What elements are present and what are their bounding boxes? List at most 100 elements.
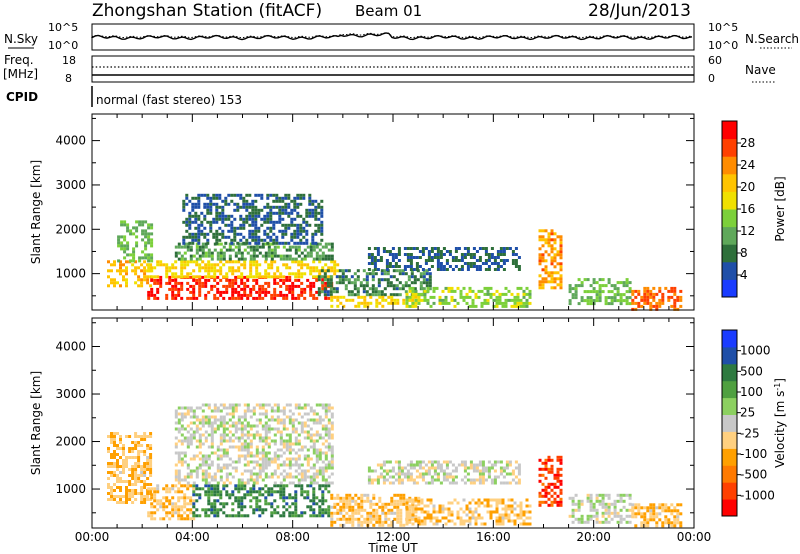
data-cell [652, 506, 656, 510]
data-cell [294, 278, 298, 282]
colorbar-label: Velocity [m s-1] [773, 378, 788, 468]
data-cell [210, 263, 214, 267]
data-cell [420, 292, 424, 296]
data-cell [159, 263, 163, 267]
data-cell [261, 287, 265, 291]
data-cell [601, 514, 605, 518]
data-cell [559, 467, 563, 471]
data-cell [312, 269, 316, 273]
x-tick-label: 00:00 [75, 530, 110, 544]
data-cell [595, 517, 599, 521]
data-cell [631, 298, 635, 302]
data-cell [436, 475, 440, 479]
data-cell [384, 514, 388, 518]
data-cell [297, 454, 301, 458]
data-cell [525, 504, 529, 508]
data-cell [143, 432, 147, 435]
data-cell [231, 260, 235, 264]
data-cell [475, 478, 479, 482]
data-cell [186, 508, 190, 512]
data-cell [201, 415, 205, 419]
data-cell [411, 301, 415, 305]
data-cell [559, 280, 563, 284]
data-cell [412, 463, 416, 467]
data-cell [320, 290, 324, 294]
data-cell [267, 436, 271, 440]
data-cell [469, 463, 473, 467]
data-cell [661, 298, 665, 302]
data-cell [267, 451, 271, 455]
data-cell [357, 505, 361, 509]
data-cell [413, 278, 417, 282]
data-cell [489, 498, 493, 502]
data-cell [432, 516, 436, 520]
data-cell [466, 253, 470, 256]
data-cell [249, 487, 253, 491]
data-cell [351, 508, 355, 512]
data-cell [177, 511, 181, 515]
data-cell [637, 292, 641, 296]
data-cell [442, 247, 446, 250]
data-cell [294, 511, 298, 515]
data-cell [258, 451, 262, 455]
data-cell [309, 266, 313, 270]
data-cell [342, 502, 346, 506]
data-cell [547, 455, 551, 459]
data-cell [478, 463, 482, 467]
data-cell [411, 298, 415, 302]
data-cell [339, 295, 343, 299]
data-cell [517, 265, 521, 268]
data-cell [306, 418, 310, 422]
data-cell [285, 284, 289, 288]
data-cell [294, 406, 298, 410]
data-cell [177, 406, 181, 410]
data-cell [219, 409, 223, 413]
data-cell [263, 229, 267, 233]
data-cell [168, 511, 172, 515]
data-cell [625, 290, 629, 294]
data-cell [204, 403, 208, 407]
data-cell [315, 257, 319, 261]
data-cell [460, 253, 464, 256]
data-cell [213, 430, 217, 434]
data-cell [405, 301, 409, 305]
data-cell [135, 229, 139, 233]
data-cell [324, 245, 328, 249]
data-cell [643, 289, 647, 293]
data-cell [261, 478, 265, 482]
data-cell [421, 250, 425, 253]
data-cell [541, 229, 545, 233]
data-cell [315, 454, 319, 458]
data-cell [147, 253, 151, 257]
data-cell [302, 217, 306, 221]
data-cell [207, 475, 211, 479]
data-cell [107, 492, 110, 495]
data-cell [495, 504, 499, 508]
data-cell [246, 463, 250, 467]
data-cell [248, 211, 252, 215]
data-cell [397, 265, 401, 268]
data-cell [433, 256, 437, 259]
data-cell [126, 253, 130, 257]
data-cell [487, 469, 491, 473]
data-cell [134, 480, 138, 483]
data-cell [255, 463, 259, 467]
data-cell [377, 281, 381, 285]
data-cell [255, 424, 259, 428]
data-cell [378, 499, 382, 503]
data-cell [607, 281, 611, 285]
data-cell [486, 504, 490, 508]
data-cell [206, 220, 210, 224]
data-cell [219, 257, 223, 261]
data-cell [287, 226, 291, 230]
data-cell [634, 295, 638, 299]
data-cell [308, 214, 312, 218]
data-cell [308, 202, 312, 206]
data-cell [218, 205, 222, 209]
data-cell [559, 238, 563, 242]
data-cell [417, 298, 421, 302]
data-cell [149, 483, 153, 486]
data-cell [293, 217, 297, 221]
data-cell [311, 241, 315, 245]
data-cell [219, 508, 223, 512]
